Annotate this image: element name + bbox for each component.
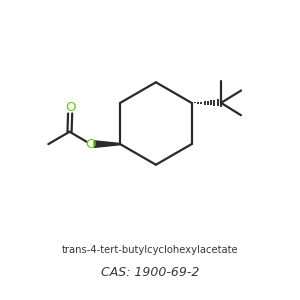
Text: O: O [65,101,75,114]
Text: O: O [85,138,96,151]
Polygon shape [94,141,120,147]
Text: trans-4-tert-butylcyclohexylacetate: trans-4-tert-butylcyclohexylacetate [62,245,238,255]
Text: CAS: 1900-69-2: CAS: 1900-69-2 [101,266,199,279]
